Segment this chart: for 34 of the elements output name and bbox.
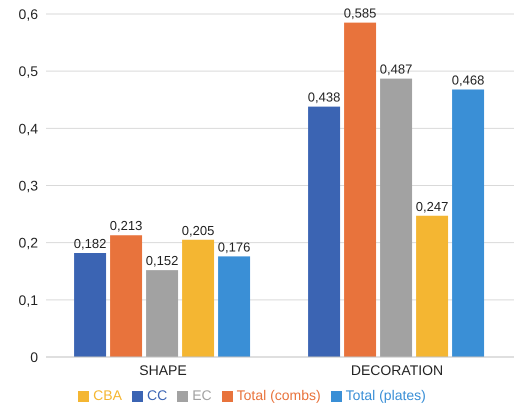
bar xyxy=(74,252,106,357)
data-label: 0,152 xyxy=(146,253,178,268)
bar xyxy=(110,235,142,357)
bar xyxy=(308,106,340,357)
y-tick-label: 0,4 xyxy=(18,120,38,136)
bar xyxy=(380,78,412,357)
y-tick-label: 0,6 xyxy=(18,6,38,22)
data-label: 0,247 xyxy=(416,198,448,214)
bar xyxy=(182,240,214,357)
legend-label: CC xyxy=(146,387,168,403)
y-tick-label: 0,2 xyxy=(18,234,38,251)
data-label: 0,205 xyxy=(182,222,214,238)
y-tick-label: 0,5 xyxy=(18,63,38,80)
x-tick-label: SHAPE xyxy=(139,362,187,378)
data-label: 0,176 xyxy=(218,239,250,254)
legend-label: CBA xyxy=(93,387,122,403)
bar xyxy=(146,270,178,357)
data-label: 0,213 xyxy=(110,218,142,234)
data-label: 0,487 xyxy=(380,62,412,77)
bar xyxy=(344,22,376,357)
y-tick-label: 0,1 xyxy=(18,292,38,308)
x-tick-label: DECORATION xyxy=(350,362,444,378)
bar xyxy=(416,216,448,357)
data-label: 0,438 xyxy=(308,90,340,105)
data-label: 0,182 xyxy=(74,236,106,251)
bar xyxy=(218,256,250,357)
data-label: 0,468 xyxy=(452,72,484,88)
data-label: 0,585 xyxy=(344,6,376,21)
legend-label: EC xyxy=(192,387,212,403)
legend-label: Total (combs) xyxy=(236,387,321,403)
legend-label: Total (plates) xyxy=(346,387,426,403)
y-tick-label: 0,3 xyxy=(18,177,38,194)
bar xyxy=(452,89,484,357)
y-tick-label: 0 xyxy=(30,348,38,365)
